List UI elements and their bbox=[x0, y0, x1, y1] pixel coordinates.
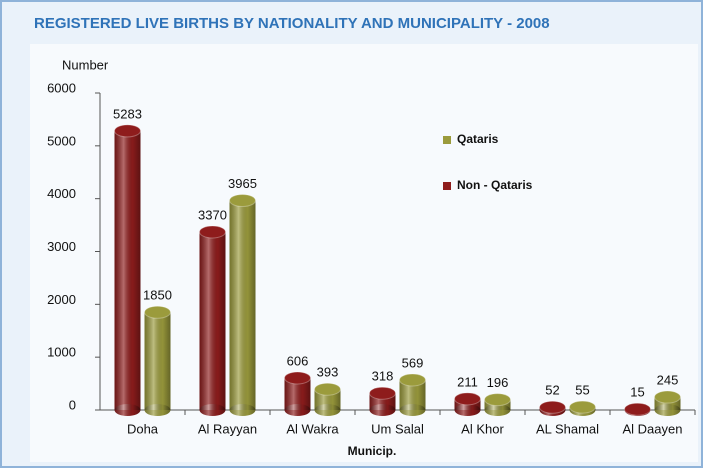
bar-top bbox=[144, 305, 171, 319]
bar-base-shade bbox=[484, 404, 511, 416]
legend-swatch bbox=[443, 182, 451, 190]
bar-top bbox=[199, 225, 226, 239]
bar-shade bbox=[229, 200, 256, 410]
legend-label: Qataris bbox=[457, 132, 499, 146]
x-tick-label: Al Rayyan bbox=[198, 421, 257, 436]
bar-top bbox=[314, 382, 341, 396]
bar-top bbox=[369, 386, 396, 400]
bar-top bbox=[539, 400, 566, 414]
value-label: 211 bbox=[457, 374, 478, 389]
y-tick-label: 3000 bbox=[47, 239, 76, 254]
bar-top bbox=[654, 390, 681, 404]
value-label: 55 bbox=[575, 383, 589, 398]
bar-shade bbox=[144, 312, 171, 410]
value-label: 5283 bbox=[113, 106, 142, 121]
legend-label: Non - Qataris bbox=[457, 178, 533, 192]
y-tick-label: 5000 bbox=[47, 133, 76, 148]
x-axis-label: Municip. bbox=[348, 444, 397, 458]
x-tick-label: Al Wakra bbox=[286, 421, 339, 436]
bar-top bbox=[399, 373, 426, 387]
bar-top bbox=[569, 400, 596, 414]
bar-top bbox=[454, 392, 481, 406]
value-label: 196 bbox=[487, 375, 509, 390]
bar-base-shade bbox=[284, 404, 311, 416]
y-axis-label: Number bbox=[62, 57, 109, 72]
bar-base-shade bbox=[399, 404, 426, 416]
bar-shade bbox=[114, 130, 141, 410]
legend-swatch bbox=[443, 136, 451, 144]
bar-top bbox=[484, 393, 511, 407]
value-label: 1850 bbox=[143, 288, 172, 303]
bar-base-shade bbox=[114, 404, 141, 416]
value-label: 393 bbox=[317, 365, 339, 380]
y-tick-label: 2000 bbox=[47, 292, 76, 307]
x-tick-label: Doha bbox=[127, 421, 159, 436]
bar-base-shade bbox=[199, 404, 226, 416]
x-tick-label: Um Salal bbox=[371, 421, 424, 436]
bar-top bbox=[624, 402, 651, 416]
value-label: 569 bbox=[402, 355, 424, 370]
value-label: 606 bbox=[287, 353, 309, 368]
plot-panel bbox=[30, 44, 698, 462]
bar-top bbox=[284, 371, 311, 385]
y-tick-label: 4000 bbox=[47, 186, 76, 201]
bar-base-shade bbox=[229, 404, 256, 416]
bar-base-shade bbox=[454, 404, 481, 416]
x-tick-label: Al Daayen bbox=[623, 421, 683, 436]
x-tick-label: Al Khor bbox=[461, 421, 504, 436]
x-tick-label: AL Shamal bbox=[536, 421, 599, 436]
y-tick-label: 6000 bbox=[47, 80, 76, 95]
value-label: 3370 bbox=[198, 207, 227, 222]
value-label: 52 bbox=[545, 383, 559, 398]
bar-base-shade bbox=[369, 404, 396, 416]
bar-base-shade bbox=[144, 404, 171, 416]
bar-shade bbox=[199, 231, 226, 410]
value-label: 15 bbox=[630, 385, 644, 400]
value-label: 245 bbox=[657, 372, 679, 387]
bar-top bbox=[229, 194, 256, 208]
bar-base-shade bbox=[654, 404, 681, 416]
bar-top bbox=[114, 124, 141, 138]
bar-base-shade bbox=[314, 404, 341, 416]
chart-title: REGISTERED LIVE BIRTHS BY NATIONALITY AN… bbox=[34, 15, 550, 32]
y-tick-label: 0 bbox=[69, 397, 76, 412]
value-label: 3965 bbox=[228, 176, 257, 191]
y-tick-label: 1000 bbox=[47, 345, 76, 360]
value-label: 318 bbox=[372, 369, 394, 384]
